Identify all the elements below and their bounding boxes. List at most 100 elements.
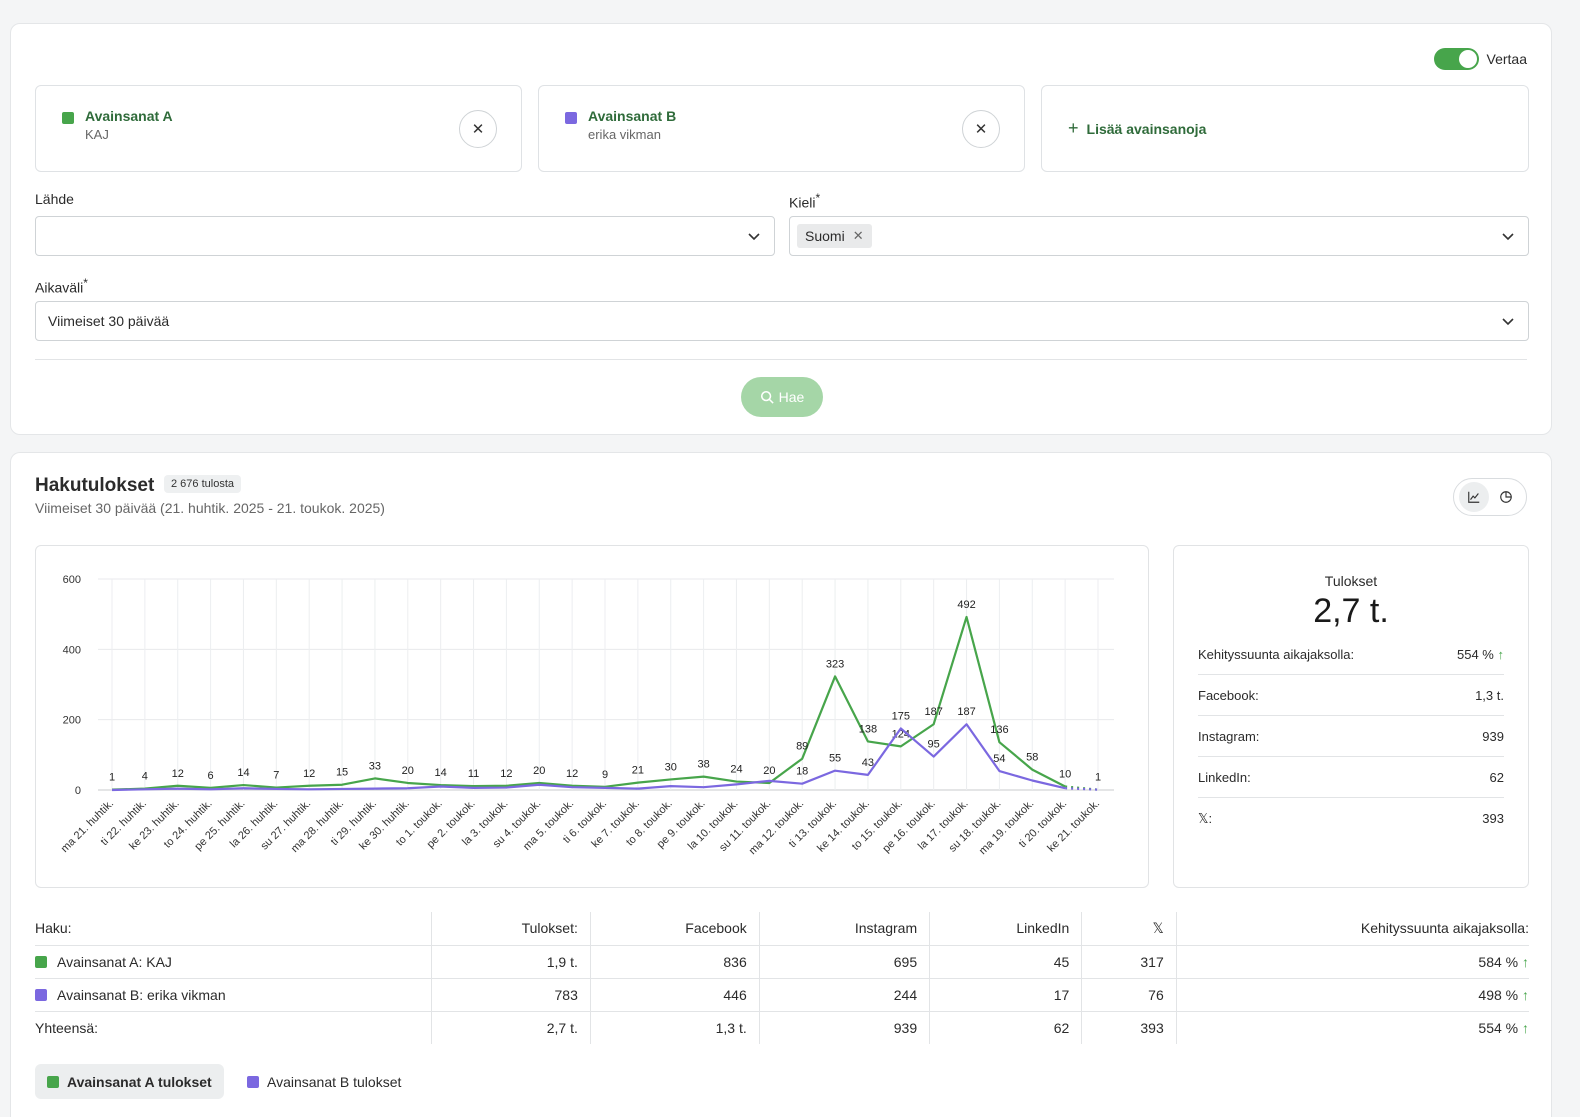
add-keywords-button[interactable]: + Lisää avainsanoja (1041, 85, 1529, 172)
data-label: 55 (829, 753, 841, 765)
table-cell: Avainsanat A: KAJ (35, 945, 433, 978)
row-name: Avainsanat B: erika vikman (57, 986, 226, 1003)
close-icon: ✕ (471, 121, 485, 138)
chevron-down-icon (1502, 318, 1514, 326)
table-header: Haku: (35, 912, 433, 945)
data-label: 187 (957, 706, 975, 718)
view-switch (1453, 478, 1527, 516)
search-button[interactable]: Hae (741, 377, 823, 417)
table-cell: 317 (1081, 945, 1177, 978)
chart-panel: 0 200 400 600 ma 21. huhtik. ti 22. huhtik. ke… (35, 545, 1149, 888)
data-label: 95 (928, 739, 940, 751)
table-row: Avainsanat B: erika vikman 783 446 244 1… (35, 978, 1529, 1011)
search-card: Vertaa Avainsanat A KAJ ✕ Avainsanat B e… (10, 23, 1552, 435)
language-select[interactable]: Suomi ✕ (789, 216, 1529, 256)
stats-row-instagram: Instagram: 939 (1198, 716, 1504, 757)
data-label: 15 (336, 767, 348, 779)
data-label: 9 (602, 769, 608, 781)
toggle-knob (1458, 50, 1477, 68)
table-cell: 393 (1081, 1011, 1177, 1044)
add-keywords-label: Lisää avainsanoja (1086, 120, 1207, 137)
stats-row-label: Kehityssuunta aikajaksolla: (1198, 646, 1355, 662)
arrow-up-icon: ↑ (1522, 986, 1529, 1003)
keyword-b-swatch (565, 112, 577, 124)
table-cell: 783 (431, 978, 591, 1011)
period-label-text: Aikaväli (35, 279, 84, 296)
row-name: Yhteensä: (35, 1011, 433, 1044)
legend-series-a[interactable]: Avainsanat A tulokset (35, 1064, 224, 1099)
table-header: 𝕏 (1081, 912, 1177, 945)
legend-series-b[interactable]: Avainsanat B tulokset (235, 1064, 413, 1099)
table-cell: 1,3 t. (590, 1011, 760, 1044)
line-chart-view-button[interactable] (1459, 482, 1489, 512)
stats-row-value: 554 % ↑ (1457, 647, 1504, 662)
table-header: Tulokset: (431, 912, 591, 945)
data-label: 138 (859, 723, 877, 735)
trend-value: 584 % (1478, 953, 1519, 970)
search-icon (760, 390, 774, 404)
data-label: 136 (990, 724, 1008, 736)
series-line-projection (1065, 787, 1099, 791)
compare-toggle[interactable] (1433, 48, 1479, 70)
table-header: LinkedIn (929, 912, 1083, 945)
results-count-badge: 2 676 tulosta (164, 475, 241, 493)
table-cell: 62 (929, 1011, 1083, 1044)
keyword-a-value: KAJ (85, 127, 109, 142)
search-button-label: Hae (778, 389, 805, 405)
stats-row-value: 939 (1482, 728, 1504, 744)
legend-swatch (247, 1075, 259, 1088)
table-cell: 2,7 t. (431, 1011, 591, 1044)
language-chip-label: Suomi (805, 228, 845, 244)
trend-value: 554 % (1478, 1019, 1519, 1036)
stats-row-label: LinkedIn: (1198, 769, 1251, 785)
data-label: 11 (468, 768, 479, 780)
series-line (111, 723, 1066, 792)
data-label: 187 (924, 706, 942, 718)
arrow-up-icon: ↑ (1497, 646, 1505, 662)
data-label: 4 (142, 771, 148, 783)
row-name: Avainsanat A: KAJ (57, 953, 172, 970)
table-cell: 45 (929, 945, 1083, 978)
data-label: 10 (1059, 768, 1071, 780)
series-line (111, 615, 1066, 791)
stats-row-label: Instagram: (1198, 728, 1260, 744)
stats-row-label: Facebook: (1198, 687, 1259, 703)
data-label: 24 (730, 764, 742, 776)
keyword-b-remove-button[interactable]: ✕ (962, 110, 1000, 148)
stats-panel: Tulokset 2,7 t. Kehityssuunta aikajaksol… (1173, 545, 1529, 888)
stats-total: 2,7 t. (1313, 592, 1389, 630)
arrow-up-icon: ↑ (1522, 953, 1529, 970)
source-label: Lähde (35, 191, 74, 207)
required-mark: * (83, 276, 88, 290)
period-value: Viimeiset 30 päivää (48, 313, 170, 329)
keyword-a-remove-button[interactable]: ✕ (459, 110, 497, 148)
period-select[interactable]: Viimeiset 30 päivää (35, 301, 1529, 341)
keyword-b-title: Avainsanat B (588, 108, 677, 124)
data-label: 14 (435, 767, 447, 779)
table-cell: 554 % ↑ (1176, 1011, 1529, 1044)
chip-remove-icon[interactable]: ✕ (852, 228, 864, 243)
compare-label: Vertaa (1486, 51, 1527, 67)
table-cell: 446 (590, 978, 760, 1011)
stats-row-trend: Kehityssuunta aikajaksolla: 554 % ↑ (1198, 634, 1504, 675)
keyword-card-a[interactable]: Avainsanat A KAJ ✕ (35, 85, 522, 172)
stats-row-value: 393 (1482, 811, 1504, 826)
data-label: 1 (109, 772, 115, 784)
pie-chart-view-button[interactable] (1491, 482, 1521, 512)
legend-label: Avainsanat A tulokset (67, 1073, 212, 1090)
y-tick-label: 200 (63, 715, 81, 727)
language-label: Kieli* (789, 191, 820, 211)
stats-row-linkedin: LinkedIn: 62 (1198, 757, 1504, 798)
data-label: 20 (763, 765, 775, 777)
keyword-a-title: Avainsanat A (85, 108, 173, 124)
compare-toggle-wrap[interactable]: Vertaa (1433, 48, 1527, 70)
arrow-up-icon: ↑ (1522, 1019, 1529, 1036)
table-header: Facebook (590, 912, 760, 945)
keyword-card-b[interactable]: Avainsanat B erika vikman ✕ (538, 85, 1025, 172)
source-select[interactable] (35, 216, 775, 256)
table-cell: 584 % ↑ (1176, 945, 1529, 978)
data-label: 89 (796, 741, 808, 753)
table-header: Instagram (759, 912, 931, 945)
data-label: 7 (273, 770, 279, 782)
data-label: 43 (862, 757, 874, 769)
